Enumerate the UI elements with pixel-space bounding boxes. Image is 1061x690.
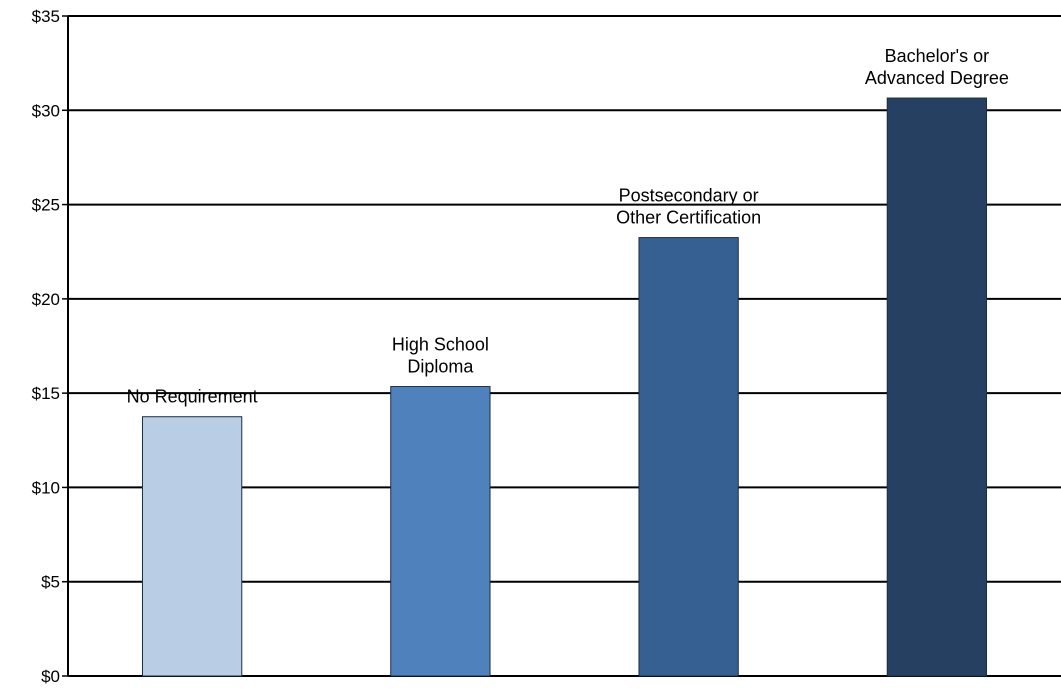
- y-tick-label: $25: [32, 196, 60, 215]
- bar-category-label: Bachelor's or Advanced Degree: [865, 46, 1009, 88]
- y-tick-label: $5: [41, 573, 60, 592]
- bar-category-label: No Requirement: [127, 387, 258, 407]
- bar: [886, 97, 988, 677]
- bar-labels: No Requirement High School Diploma Postseco…: [127, 46, 1009, 407]
- y-tick-label: $0: [41, 667, 60, 685]
- y-tick-label: $15: [32, 384, 60, 403]
- y-tick-labels: $0 $5 $10 $15 $20 $25 $30 $35: [32, 7, 60, 686]
- bar: [390, 386, 491, 677]
- y-tick-label: $30: [32, 101, 60, 120]
- bar-category-label: High School Diploma: [392, 335, 489, 377]
- bar: [141, 416, 243, 677]
- bars: [141, 97, 988, 677]
- bar-category-label: Postsecondary or Other Certification: [616, 186, 761, 228]
- y-axis: [62, 15, 69, 677]
- y-tick-label: $10: [32, 478, 60, 497]
- y-tick-label: $20: [32, 290, 60, 309]
- y-tick-label: $35: [32, 7, 60, 26]
- bar: [638, 237, 739, 677]
